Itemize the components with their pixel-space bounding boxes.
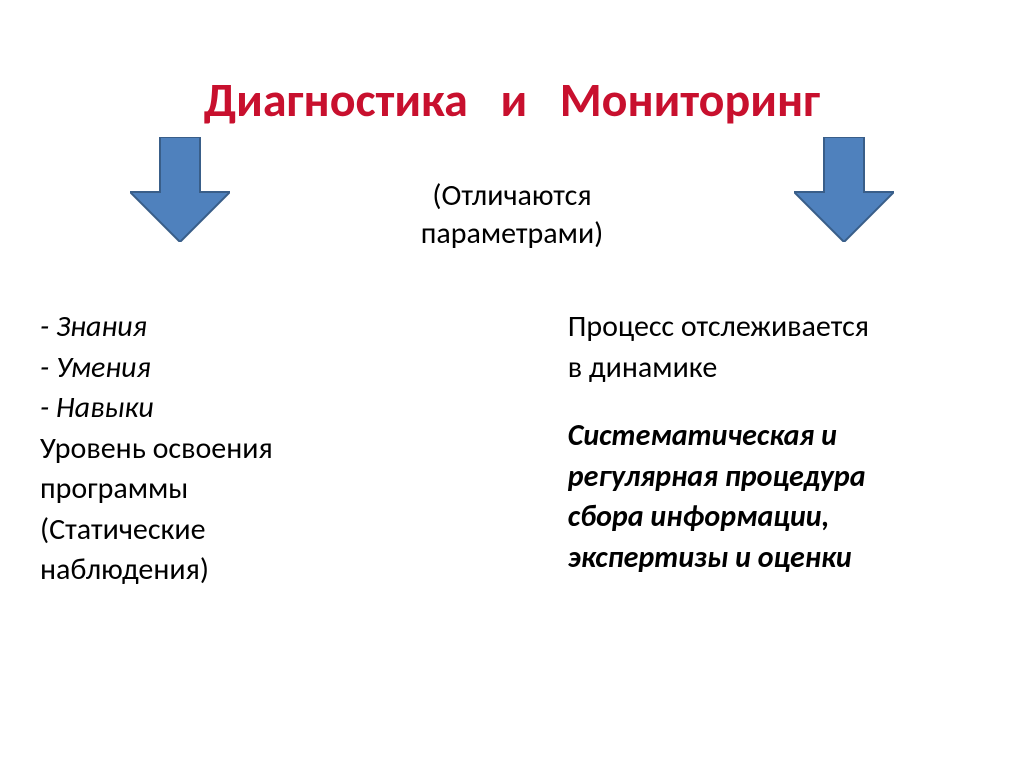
left-plain-2: программы: [40, 469, 474, 510]
title-word-1: Диагностика: [204, 70, 468, 129]
left-item-2: - Умения: [40, 348, 474, 389]
right-emph-1: Систематическая и: [568, 416, 984, 457]
slide-title: Диагностика и Мониторинг: [0, 0, 1024, 129]
arrow-down-right: [794, 137, 894, 247]
title-word-2: и: [500, 70, 527, 129]
subtitle-line-1: (Отличаются: [432, 177, 591, 214]
spacer: [568, 388, 984, 416]
subtitle: (Отличаются параметрами): [421, 177, 604, 252]
left-item-3: - Навыки: [40, 388, 474, 429]
columns: - Знания - Умения - Навыки Уровень освое…: [0, 277, 1024, 591]
right-emph-3: сбора информации,: [568, 497, 984, 538]
left-plain-4: наблюдения): [40, 550, 474, 591]
right-emph-2: регулярная процедура: [568, 457, 984, 498]
right-emph-4: экспертизы и оценки: [568, 538, 984, 579]
arrows-row: (Отличаются параметрами): [0, 137, 1024, 277]
subtitle-line-2: параметрами): [421, 215, 604, 252]
right-column: Процесс отслеживается в динамике Система…: [550, 307, 984, 591]
left-plain-3: (Статические: [40, 510, 474, 551]
left-column: - Знания - Умения - Навыки Уровень освое…: [40, 307, 474, 591]
arrow-down-left: [130, 137, 230, 247]
left-plain-1: Уровень освоения: [40, 429, 474, 470]
title-word-3: Мониторинг: [560, 70, 820, 129]
right-top-1: Процесс отслеживается: [568, 307, 984, 348]
left-item-1: - Знания: [40, 307, 474, 348]
right-top-2: в динамике: [568, 348, 984, 389]
